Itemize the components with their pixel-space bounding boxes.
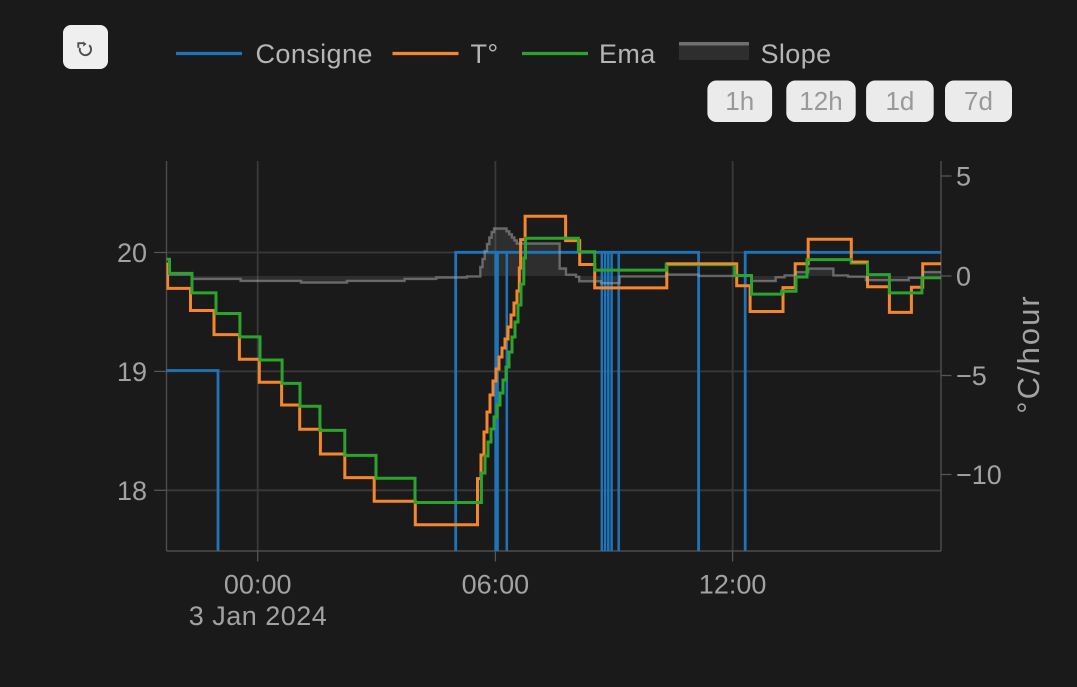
svg-text:5: 5 [956,161,971,191]
svg-text:−5: −5 [956,361,987,391]
svg-text:19: 19 [117,357,147,387]
svg-text:1d: 1d [885,86,914,116]
svg-text:Slope: Slope [761,39,832,69]
svg-text:20: 20 [117,238,147,268]
svg-text:00:00: 00:00 [224,570,292,600]
svg-text:−10: −10 [956,460,1002,490]
svg-text:18: 18 [117,476,147,506]
svg-text:Ema: Ema [599,39,656,69]
svg-text:12:00: 12:00 [699,570,767,600]
svg-text:1h: 1h [725,86,754,116]
svg-text:°C/hour: °C/hour [1011,294,1046,413]
svg-text:0: 0 [956,261,971,291]
svg-text:7d: 7d [964,86,993,116]
svg-text:Consigne: Consigne [256,39,373,69]
svg-text:06:00: 06:00 [462,570,530,600]
svg-text:T°: T° [471,39,499,69]
svg-text:3 Jan 2024: 3 Jan 2024 [189,601,328,631]
svg-text:12h: 12h [799,86,842,116]
